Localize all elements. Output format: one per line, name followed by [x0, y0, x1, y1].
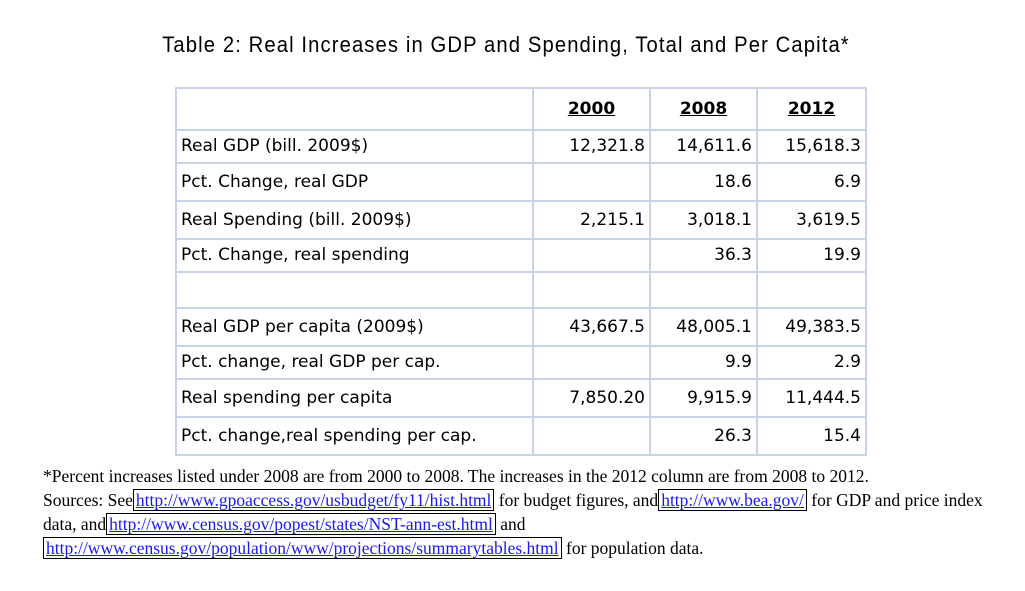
- table-row: Pct. Change, real GDP 18.6 6.9: [175, 162, 867, 202]
- budget-link-box: http://www.gpoaccess.gov/usbudget/fy11/h…: [132, 489, 495, 511]
- table-row-spacer: [175, 271, 867, 309]
- cell-2000: [532, 238, 651, 273]
- row-label: Real spending per capita: [175, 378, 534, 418]
- bea-link-box: http://www.bea.gov/: [658, 489, 807, 511]
- and-text: and: [500, 514, 526, 534]
- cell-2008: 9,915.9: [649, 378, 758, 418]
- bea-text: for GDP and price index data, and: [43, 490, 983, 534]
- census-states-link-box: http://www.census.gov/popest/states/NST-…: [106, 513, 496, 535]
- cell-2012: 2.9: [756, 345, 867, 380]
- cell-2008: 9.9: [649, 345, 758, 380]
- cell-2012: 3,619.5: [756, 200, 867, 240]
- table-row: Pct. change,real spending per cap. 26.3 …: [175, 416, 867, 456]
- footnote: *Percent increases listed under 2008 are…: [43, 464, 983, 560]
- census-projections-link-box: http://www.census.gov/population/www/pro…: [43, 537, 562, 559]
- row-label: Pct. Change, real spending: [175, 238, 534, 273]
- cell-2008: 48,005.1: [649, 307, 758, 347]
- cell-2000: [532, 345, 651, 380]
- header-cell-2008: 2008: [649, 87, 758, 131]
- cell-2008: 18.6: [649, 162, 758, 202]
- sources-line: Sources: See http://www.gpoaccess.gov/usb…: [43, 488, 983, 560]
- table-title: Table 2: Real Increases in GDP and Spend…: [162, 32, 850, 57]
- budget-text: for budget figures, and: [498, 490, 659, 510]
- cell-2012: [756, 271, 867, 309]
- cell-2012: 11,444.5: [756, 378, 867, 418]
- census-projections-link[interactable]: http://www.census.gov/population/www/pro…: [46, 538, 559, 558]
- cell-2000: 7,850.20: [532, 378, 651, 418]
- header-cell-empty: [175, 87, 534, 131]
- table-row: Real Spending (bill. 2009$) 2,215.1 3,01…: [175, 200, 867, 240]
- cell-2008: 14,611.6: [649, 129, 758, 164]
- cell-2000: [532, 162, 651, 202]
- cell-2012: 15.4: [756, 416, 867, 456]
- table-row: Real GDP per capita (2009$) 43,667.5 48,…: [175, 307, 867, 347]
- cell-2008: 26.3: [649, 416, 758, 456]
- data-table: 2000 2008 2012 Real GDP (bill. 2009$) 12…: [175, 87, 867, 456]
- sources-prefix: Sources: See: [43, 490, 133, 510]
- table-row: Real GDP (bill. 2009$) 12,321.8 14,611.6…: [175, 129, 867, 164]
- row-label: Real GDP (bill. 2009$): [175, 129, 534, 164]
- cell-2012: 15,618.3: [756, 129, 867, 164]
- row-label: Pct. change,real spending per cap.: [175, 416, 534, 456]
- cell-2000: 43,667.5: [532, 307, 651, 347]
- bea-link[interactable]: http://www.bea.gov/: [661, 490, 804, 510]
- cell-2000: 12,321.8: [532, 129, 651, 164]
- cell-2008: 3,018.1: [649, 200, 758, 240]
- cell-2012: 19.9: [756, 238, 867, 273]
- header-cell-2012: 2012: [756, 87, 867, 131]
- footnote-text: *Percent increases listed under 2008 are…: [43, 466, 869, 486]
- row-label: [175, 271, 534, 309]
- census-states-link[interactable]: http://www.census.gov/popest/states/NST-…: [109, 514, 493, 534]
- row-label: Real GDP per capita (2009$): [175, 307, 534, 347]
- cell-2008: 36.3: [649, 238, 758, 273]
- budget-link[interactable]: http://www.gpoaccess.gov/usbudget/fy11/h…: [135, 490, 492, 510]
- header-cell-2000: 2000: [532, 87, 651, 131]
- population-text: for population data.: [566, 538, 704, 558]
- row-label: Pct. Change, real GDP: [175, 162, 534, 202]
- cell-2000: [532, 271, 651, 309]
- table-row: Pct. change, real GDP per cap. 9.9 2.9: [175, 345, 867, 380]
- table-row: Pct. Change, real spending 36.3 19.9: [175, 238, 867, 273]
- table-header-row: 2000 2008 2012: [175, 87, 867, 131]
- table-row: Real spending per capita 7,850.20 9,915.…: [175, 378, 867, 418]
- row-label: Real Spending (bill. 2009$): [175, 200, 534, 240]
- cell-2012: 49,383.5: [756, 307, 867, 347]
- cell-2008: [649, 271, 758, 309]
- cell-2012: 6.9: [756, 162, 867, 202]
- cell-2000: [532, 416, 651, 456]
- row-label: Pct. change, real GDP per cap.: [175, 345, 534, 380]
- cell-2000: 2,215.1: [532, 200, 651, 240]
